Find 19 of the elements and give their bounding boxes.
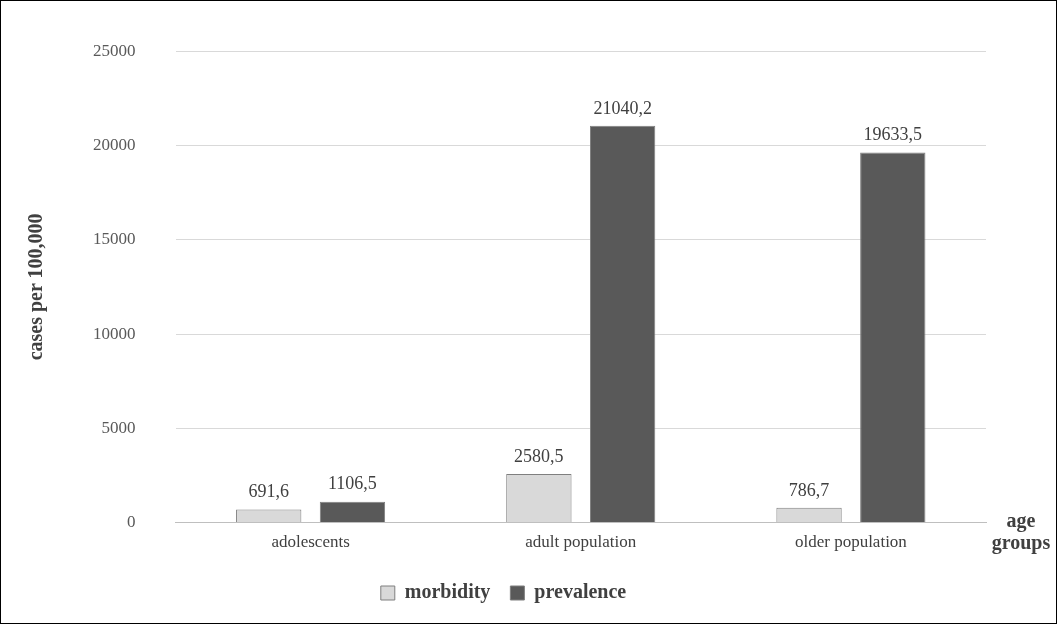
y-axis-title: cases per 100,000	[24, 213, 48, 361]
data-label: 21040,2	[593, 97, 652, 118]
legend-label: prevalence	[534, 580, 627, 604]
x-tick-label: adult population	[525, 532, 637, 552]
x-tick-label: older population	[794, 532, 908, 552]
y-tick-label: 20000	[93, 134, 136, 154]
y-tick-label: 15000	[93, 229, 136, 249]
y-tick-label: 0	[127, 512, 136, 532]
data-label: 1106,5	[328, 473, 377, 494]
data-label: 786,7	[788, 479, 830, 500]
y-tick-label: 5000	[101, 417, 136, 437]
x-axis-title: age groups	[990, 509, 1052, 553]
data-label: 2580,5	[514, 445, 564, 466]
data-label: 19633,5	[863, 124, 923, 145]
legend-label: morbidity	[404, 580, 491, 604]
y-tick-label: 10000	[93, 323, 136, 343]
data-label: 691,6	[248, 481, 289, 502]
x-tick-label: adolescents	[271, 532, 350, 552]
y-tick-label: 25000	[93, 40, 136, 60]
